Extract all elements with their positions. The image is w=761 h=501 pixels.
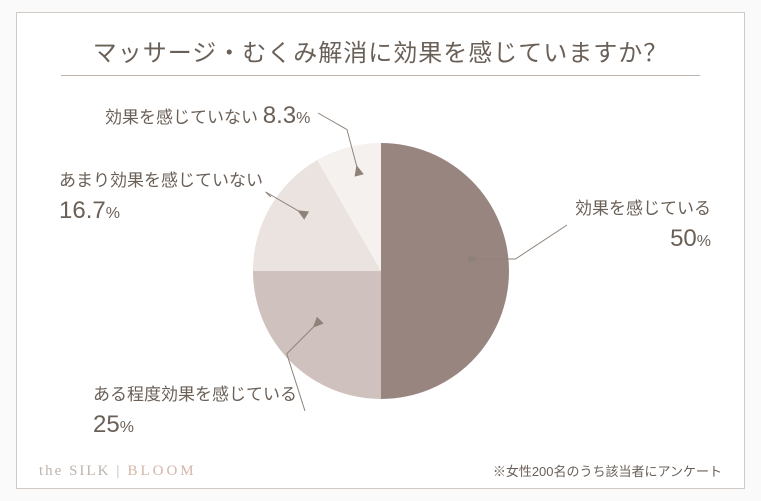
slice-label: あまり効果を感じていない16.7% — [59, 169, 263, 228]
chart-title: マッサージ・むくみ解消に効果を感じていますか？ — [17, 33, 744, 68]
pie-svg — [251, 141, 511, 401]
card-frame: マッサージ・むくみ解消に効果を感じていますか？ 効果を感じている50% ある程度効… — [16, 12, 745, 489]
brand-divider: | — [116, 463, 121, 479]
slice-label: 効果を感じていない 8.3% — [105, 99, 310, 134]
survey-note: ※女性200名のうち該当者にアンケート — [493, 461, 722, 480]
pie-chart — [251, 141, 511, 401]
brand-left: the SILK — [39, 463, 110, 479]
pie-slice — [253, 271, 381, 399]
brand-mark: the SILK | BLOOM — [39, 463, 197, 480]
pie-slice — [381, 143, 509, 399]
title-underline — [61, 75, 700, 76]
brand-right: BLOOM — [127, 463, 196, 479]
slice-label: 効果を感じている50% — [575, 197, 711, 256]
slice-label: ある程度効果を感じている25% — [93, 383, 297, 442]
